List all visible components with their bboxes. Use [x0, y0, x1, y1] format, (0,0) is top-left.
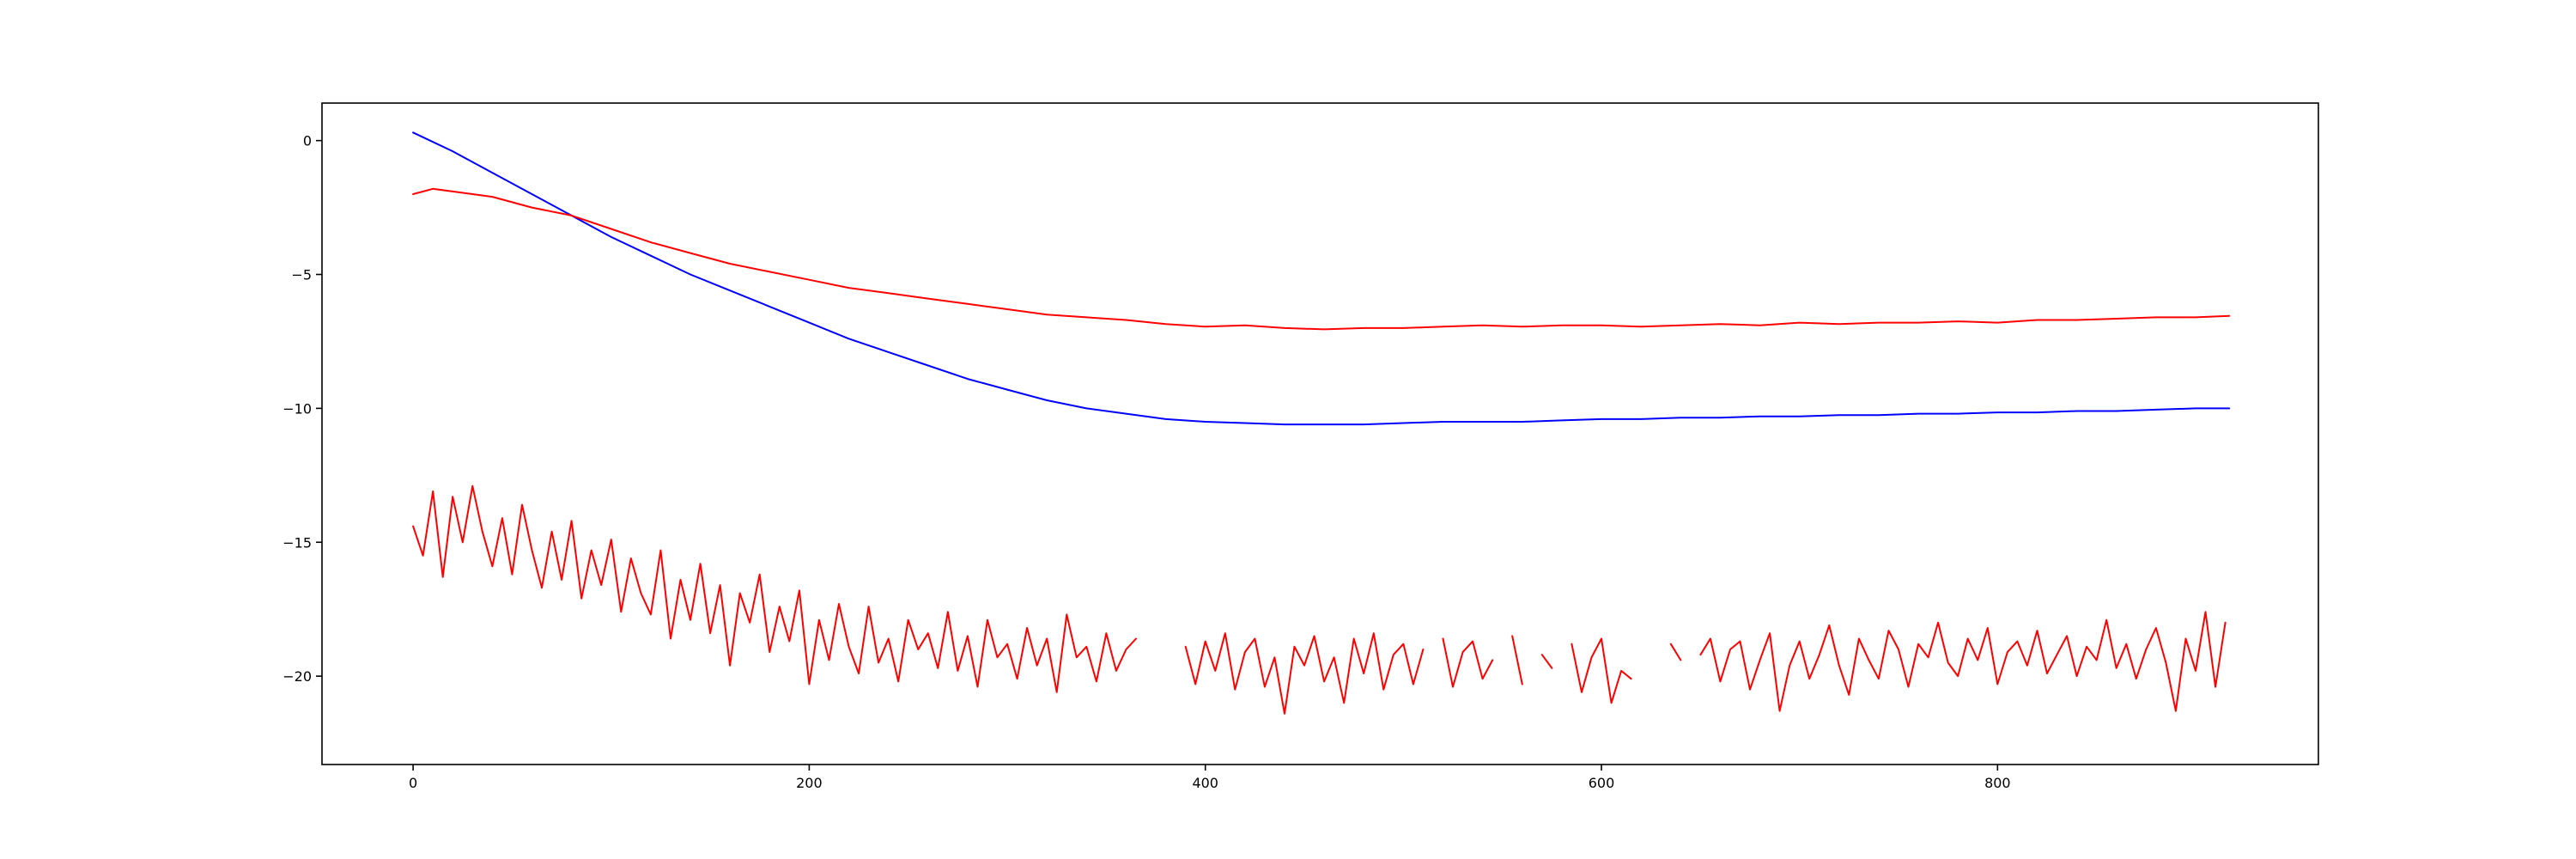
- series-0-path: [412, 131, 2231, 426]
- y-tick-label: 0: [303, 133, 312, 149]
- series-1-path: [412, 187, 2231, 331]
- series-1-line: [412, 187, 2231, 331]
- series-2-line: [412, 484, 2227, 715]
- x-axis: 0 200 400 600 800: [409, 765, 2011, 791]
- series-layer: [412, 131, 2231, 715]
- y-axis: 0 −5 −10 −15 −20: [283, 133, 322, 685]
- axes-frame: [321, 102, 2319, 765]
- x-tick-label: 400: [1192, 775, 1218, 791]
- plot-area: 0 200 400 600 800 0 −5 −10 −15 −20: [283, 102, 2319, 791]
- x-tick-label: 800: [1984, 775, 2011, 791]
- x-tick-label: 600: [1589, 775, 1615, 791]
- y-tick-label: −10: [283, 400, 312, 417]
- series-2-path: [412, 484, 2227, 715]
- x-tick-label: 200: [796, 775, 823, 791]
- series-0-line: [412, 131, 2231, 426]
- x-tick-label: 0: [409, 775, 417, 791]
- y-tick-label: −20: [283, 668, 312, 685]
- y-tick-label: −5: [291, 267, 312, 283]
- y-tick-label: −15: [283, 534, 312, 551]
